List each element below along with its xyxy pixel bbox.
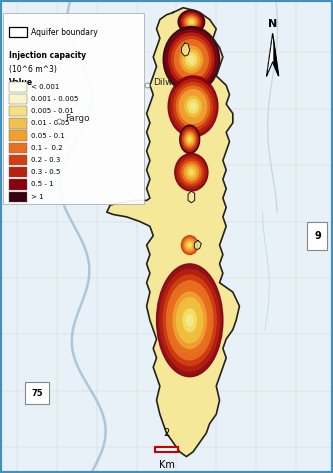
Bar — [155, 447, 178, 452]
Ellipse shape — [169, 33, 214, 86]
Ellipse shape — [183, 309, 196, 332]
Ellipse shape — [180, 125, 200, 153]
Ellipse shape — [157, 264, 223, 377]
Bar — [9, 192, 27, 202]
Text: Fargo: Fargo — [65, 114, 90, 123]
Ellipse shape — [186, 167, 196, 177]
Ellipse shape — [183, 15, 200, 29]
Text: 0.001 - 0.005: 0.001 - 0.005 — [31, 96, 79, 102]
Text: > 1: > 1 — [31, 193, 44, 200]
Ellipse shape — [185, 16, 198, 28]
Ellipse shape — [180, 303, 200, 337]
Ellipse shape — [160, 270, 219, 371]
Text: 9: 9 — [314, 231, 321, 241]
Text: 0.2 - 0.3: 0.2 - 0.3 — [31, 157, 61, 163]
Ellipse shape — [183, 50, 200, 70]
Ellipse shape — [177, 43, 205, 76]
Text: Injection capacity: Injection capacity — [9, 52, 86, 61]
Text: 2: 2 — [164, 428, 169, 438]
Ellipse shape — [174, 83, 212, 130]
Polygon shape — [267, 34, 273, 76]
Text: 0.05 - 0.1: 0.05 - 0.1 — [31, 132, 65, 139]
Polygon shape — [194, 240, 201, 250]
Text: < 0.001: < 0.001 — [31, 84, 60, 90]
Bar — [9, 81, 27, 92]
Bar — [9, 179, 27, 190]
Ellipse shape — [175, 153, 208, 191]
Ellipse shape — [168, 76, 218, 137]
Ellipse shape — [185, 133, 194, 145]
Ellipse shape — [190, 20, 193, 23]
Ellipse shape — [181, 13, 201, 31]
Ellipse shape — [173, 292, 206, 349]
Ellipse shape — [174, 40, 208, 79]
Bar — [9, 131, 27, 141]
Ellipse shape — [179, 89, 207, 123]
Text: Aquifer boundary: Aquifer boundary — [31, 28, 97, 37]
Bar — [9, 94, 27, 104]
Ellipse shape — [170, 287, 209, 354]
Ellipse shape — [182, 129, 197, 149]
Text: Dilw.: Dilw. — [153, 79, 175, 88]
Ellipse shape — [184, 164, 198, 180]
Polygon shape — [188, 191, 195, 203]
Text: N: N — [268, 19, 277, 29]
Ellipse shape — [177, 156, 205, 188]
Bar — [9, 167, 27, 177]
Ellipse shape — [171, 36, 211, 82]
Polygon shape — [107, 8, 239, 456]
Polygon shape — [267, 34, 279, 76]
Ellipse shape — [186, 315, 193, 326]
Ellipse shape — [181, 236, 198, 254]
Ellipse shape — [180, 11, 203, 32]
Ellipse shape — [184, 131, 195, 148]
Ellipse shape — [185, 96, 201, 117]
Text: 0.1 -  0.2: 0.1 - 0.2 — [31, 145, 63, 151]
Text: Km: Km — [159, 460, 174, 470]
Ellipse shape — [189, 169, 194, 175]
Ellipse shape — [186, 18, 196, 26]
Ellipse shape — [163, 275, 216, 366]
Ellipse shape — [190, 103, 196, 110]
Ellipse shape — [188, 56, 194, 63]
FancyBboxPatch shape — [25, 382, 49, 404]
Ellipse shape — [166, 30, 217, 89]
Ellipse shape — [188, 137, 191, 141]
Bar — [9, 106, 27, 116]
Ellipse shape — [176, 86, 209, 127]
Text: 0.3 - 0.5: 0.3 - 0.5 — [31, 169, 61, 175]
Ellipse shape — [166, 281, 213, 360]
Ellipse shape — [181, 127, 198, 151]
Text: 0.005 - 0.01: 0.005 - 0.01 — [31, 108, 74, 114]
Text: 0.01 - 0.05: 0.01 - 0.05 — [31, 120, 70, 126]
Ellipse shape — [182, 161, 201, 183]
Ellipse shape — [188, 19, 195, 25]
Ellipse shape — [187, 135, 192, 143]
Text: 0.5 - 1: 0.5 - 1 — [31, 182, 54, 187]
Bar — [9, 27, 27, 37]
Ellipse shape — [163, 26, 219, 92]
Bar — [9, 118, 27, 129]
Ellipse shape — [180, 46, 203, 72]
Bar — [9, 155, 27, 165]
Ellipse shape — [178, 10, 205, 34]
Ellipse shape — [179, 159, 203, 186]
Ellipse shape — [186, 241, 193, 249]
Ellipse shape — [187, 100, 198, 113]
Text: Value: Value — [9, 78, 33, 87]
Bar — [9, 143, 27, 153]
Ellipse shape — [182, 93, 204, 120]
Ellipse shape — [176, 298, 203, 343]
Ellipse shape — [186, 53, 197, 66]
FancyBboxPatch shape — [3, 13, 144, 204]
Text: (10^6 m^3): (10^6 m^3) — [9, 65, 57, 74]
FancyBboxPatch shape — [307, 221, 327, 250]
Text: 75: 75 — [31, 389, 43, 398]
Polygon shape — [181, 43, 190, 56]
Ellipse shape — [188, 243, 191, 247]
Ellipse shape — [183, 237, 196, 253]
Ellipse shape — [171, 79, 215, 133]
Ellipse shape — [185, 239, 195, 251]
